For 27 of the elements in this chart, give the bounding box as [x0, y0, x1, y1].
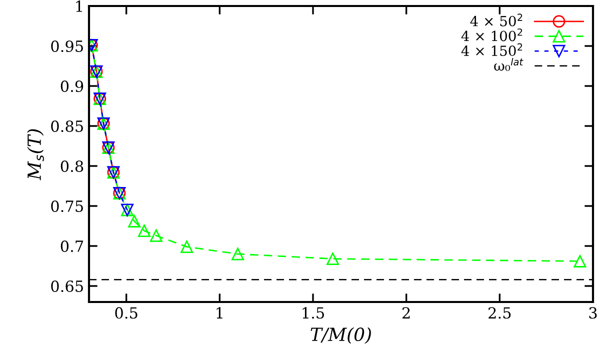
point	[232, 248, 244, 260]
y-tick-label: 0.8	[60, 160, 84, 172]
y-tick-label: 0.7	[60, 240, 84, 252]
x-tick-label: 1.5	[302, 307, 324, 319]
legend-label: 4 × 150$^{2}$	[461, 43, 522, 56]
x-tick-label: 2	[402, 307, 410, 318]
point	[128, 214, 141, 228]
legend-label: 4 × 50$^{2}$	[470, 14, 522, 26]
legend-label: ω₀$^{lat}$	[494, 58, 524, 71]
y-axis-title: M$_{s}$(T)	[27, 129, 44, 180]
y-tick-label: 0.85	[51, 120, 83, 132]
point	[574, 254, 586, 268]
point	[138, 224, 151, 238]
y-tick-label: 0.95	[51, 40, 83, 52]
x-axis-title: T/M(0)	[310, 327, 371, 344]
x-tick-label: 0.5	[115, 307, 138, 319]
point	[150, 229, 162, 242]
x-tick-label: 3	[589, 307, 597, 319]
y-tick-label: 0.75	[51, 200, 83, 212]
x-tick-label: 2.5	[488, 307, 511, 319]
legend-label: 4 × 100$^{2}$	[461, 28, 522, 42]
point	[326, 252, 340, 266]
point	[180, 240, 194, 254]
y-tick-label: 0.65	[51, 280, 83, 292]
y-tick-label: 1	[76, 0, 82, 12]
y-tick-label: 0.9	[60, 80, 84, 92]
x-tick-label: 1	[216, 307, 222, 318]
